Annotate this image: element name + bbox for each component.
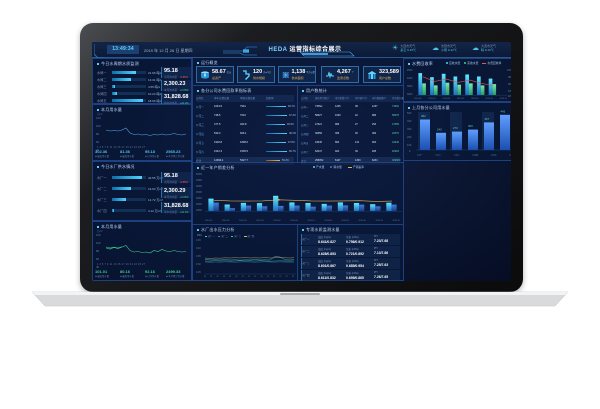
svg-text:3500: 3500 bbox=[196, 190, 202, 194]
svg-text:100: 100 bbox=[96, 241, 101, 245]
svg-text:100: 100 bbox=[96, 124, 101, 128]
svg-text:3000: 3000 bbox=[196, 196, 202, 200]
svg-text:0.35: 0.35 bbox=[196, 255, 201, 258]
svg-text:120: 120 bbox=[96, 233, 101, 237]
svg-text:4000: 4000 bbox=[196, 184, 202, 188]
svg-text:240: 240 bbox=[437, 127, 442, 131]
svg-text:92%: 92% bbox=[508, 95, 511, 98]
svg-text:500: 500 bbox=[407, 111, 412, 115]
svg-text:100%: 100% bbox=[507, 69, 511, 72]
svg-text:270: 270 bbox=[453, 126, 458, 130]
svg-text:0.30: 0.30 bbox=[196, 263, 201, 266]
svg-text:120: 120 bbox=[96, 116, 101, 120]
svg-text:200: 200 bbox=[407, 135, 412, 139]
svg-text:367: 367 bbox=[485, 117, 490, 121]
svg-text:0: 0 bbox=[409, 149, 411, 153]
svg-text:60: 60 bbox=[96, 257, 100, 261]
svg-text:300: 300 bbox=[407, 127, 412, 131]
svg-text:2500: 2500 bbox=[196, 202, 202, 206]
svg-text:4500: 4500 bbox=[407, 69, 413, 72]
svg-text:80: 80 bbox=[96, 132, 100, 136]
svg-text:98%: 98% bbox=[508, 76, 511, 79]
svg-text:3500: 3500 bbox=[407, 85, 413, 88]
svg-text:80: 80 bbox=[96, 249, 100, 253]
svg-text:309: 309 bbox=[468, 124, 473, 128]
svg-text:0.45: 0.45 bbox=[196, 239, 201, 242]
svg-text:0.40: 0.40 bbox=[196, 247, 201, 250]
svg-text:5000: 5000 bbox=[196, 172, 202, 176]
svg-text:382: 382 bbox=[421, 114, 426, 118]
svg-text:0.25: 0.25 bbox=[196, 271, 201, 274]
svg-text:2000: 2000 bbox=[196, 208, 202, 212]
svg-text:445: 445 bbox=[501, 110, 506, 113]
svg-text:3000: 3000 bbox=[407, 93, 413, 96]
svg-text:94%: 94% bbox=[508, 90, 511, 93]
svg-text:96%: 96% bbox=[508, 83, 511, 86]
svg-text:100: 100 bbox=[407, 143, 412, 147]
svg-text:4500: 4500 bbox=[196, 178, 202, 182]
svg-text:4000: 4000 bbox=[407, 77, 413, 80]
svg-text:400: 400 bbox=[407, 119, 412, 123]
svg-text:60: 60 bbox=[96, 140, 100, 144]
